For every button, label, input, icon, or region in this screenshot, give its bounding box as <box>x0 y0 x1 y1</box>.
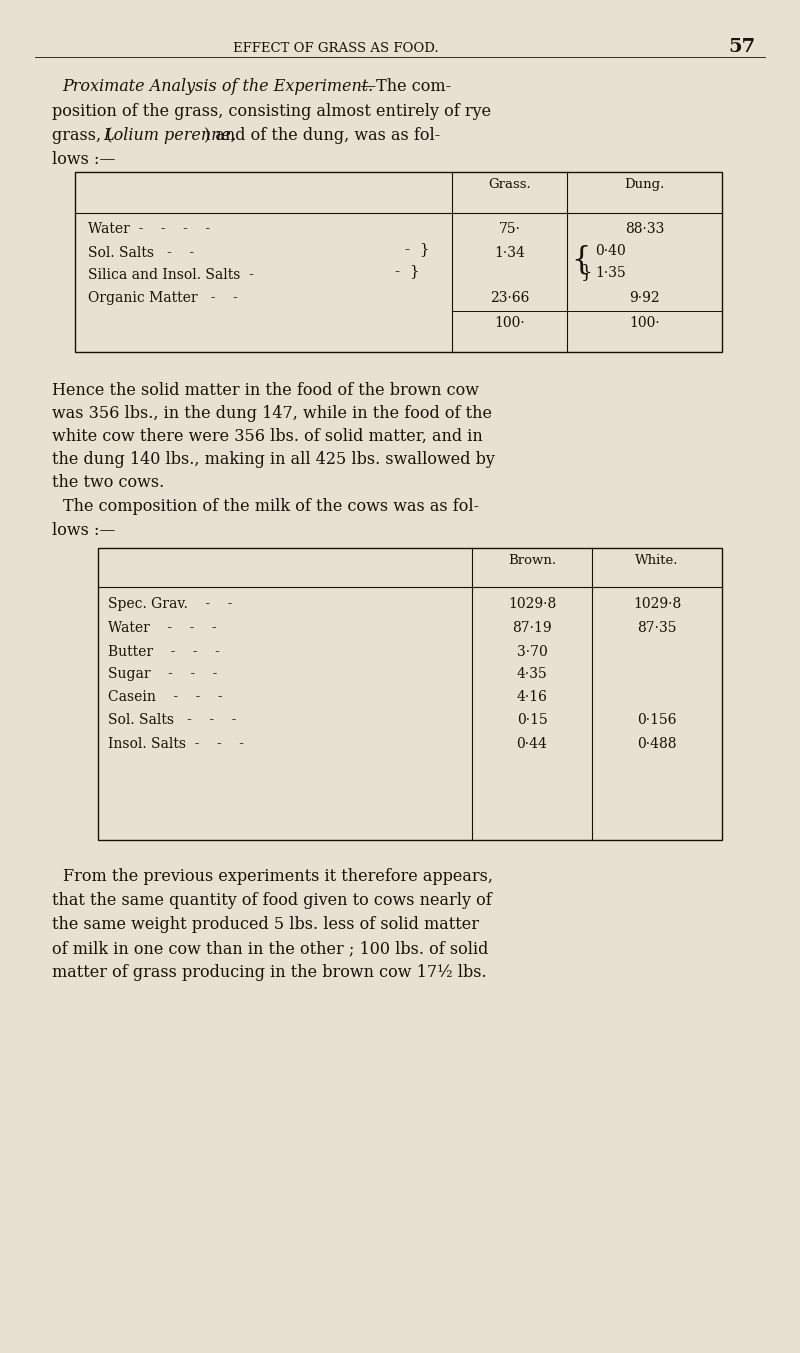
Text: that the same quantity of food given to cows nearly of: that the same quantity of food given to … <box>52 892 492 909</box>
Text: Water  -    -    -    -: Water - - - - <box>88 222 210 235</box>
Text: Silica and Insol. Salts  -: Silica and Insol. Salts - <box>88 268 254 281</box>
Text: 87·35: 87·35 <box>638 621 677 635</box>
Text: 3·70: 3·70 <box>517 645 547 659</box>
Text: Proximate Analysis of the Experiment.: Proximate Analysis of the Experiment. <box>62 78 374 95</box>
Text: lows :—: lows :— <box>52 152 115 168</box>
Text: Insol. Salts  -    -    -: Insol. Salts - - - <box>108 737 244 751</box>
Text: 1029·8: 1029·8 <box>633 597 681 612</box>
Text: 88·33: 88·33 <box>625 222 664 235</box>
Text: 87·19: 87·19 <box>512 621 552 635</box>
Text: the dung 140 lbs., making in all 425 lbs. swallowed by: the dung 140 lbs., making in all 425 lbs… <box>52 451 495 468</box>
Text: Dung.: Dung. <box>624 179 665 191</box>
Text: was 356 lbs., in the dung 147, while in the food of the: was 356 lbs., in the dung 147, while in … <box>52 405 492 422</box>
Text: 1·34: 1·34 <box>494 246 525 260</box>
Text: 1029·8: 1029·8 <box>508 597 556 612</box>
Text: 0·488: 0·488 <box>638 737 677 751</box>
Text: 0·40: 0·40 <box>595 244 626 258</box>
Text: 75·: 75· <box>498 222 521 235</box>
Text: matter of grass producing in the brown cow 17½ lbs.: matter of grass producing in the brown c… <box>52 963 486 981</box>
Text: 0·44: 0·44 <box>517 737 547 751</box>
Text: }: } <box>581 262 593 281</box>
Text: Spec. Grav.    -    -: Spec. Grav. - - <box>108 597 232 612</box>
Text: 100·: 100· <box>629 317 660 330</box>
Text: 57: 57 <box>728 38 755 55</box>
Text: Sol. Salts   -    -    -: Sol. Salts - - - <box>108 713 236 727</box>
Text: Water    -    -    -: Water - - - <box>108 621 217 635</box>
Bar <box>98 548 722 840</box>
Text: The composition of the milk of the cows was as fol-: The composition of the milk of the cows … <box>63 498 479 515</box>
Bar <box>75 172 722 352</box>
Text: the two cows.: the two cows. <box>52 474 164 491</box>
Text: grass, (: grass, ( <box>52 127 113 143</box>
Text: position of the grass, consisting almost entirely of rye: position of the grass, consisting almost… <box>52 103 491 120</box>
Text: -  }: - } <box>405 242 430 256</box>
Text: 23·66: 23·66 <box>490 291 529 304</box>
Text: 1·35: 1·35 <box>595 267 626 280</box>
Text: —The com-: —The com- <box>360 78 451 95</box>
Text: Lolium perenne,: Lolium perenne, <box>103 127 236 143</box>
Text: {: { <box>571 244 590 275</box>
Text: White.: White. <box>635 553 678 567</box>
Text: Organic Matter   -    -: Organic Matter - - <box>88 291 238 304</box>
Text: 4·35: 4·35 <box>517 667 547 681</box>
Text: EFFECT OF GRASS AS FOOD.: EFFECT OF GRASS AS FOOD. <box>233 42 439 55</box>
Text: 0·15: 0·15 <box>517 713 547 727</box>
Text: Hence the solid matter in the food of the brown cow: Hence the solid matter in the food of th… <box>52 382 479 399</box>
Text: Casein    -    -    -: Casein - - - <box>108 690 222 704</box>
Text: 4·16: 4·16 <box>517 690 547 704</box>
Text: of milk in one cow than in the other ; 100 lbs. of solid: of milk in one cow than in the other ; 1… <box>52 940 488 957</box>
Text: From the previous experiments it therefore appears,: From the previous experiments it therefo… <box>63 869 493 885</box>
Text: Sugar    -    -    -: Sugar - - - <box>108 667 218 681</box>
Text: -  }: - } <box>395 264 420 277</box>
Text: 9·92: 9·92 <box>629 291 660 304</box>
Text: Grass.: Grass. <box>488 179 531 191</box>
Text: Brown.: Brown. <box>508 553 556 567</box>
Text: lows :—: lows :— <box>52 522 115 538</box>
Text: 100·: 100· <box>494 317 525 330</box>
Text: 0·156: 0·156 <box>638 713 677 727</box>
Text: Butter    -    -    -: Butter - - - <box>108 645 220 659</box>
Text: Sol. Salts   -    -: Sol. Salts - - <box>88 246 194 260</box>
Text: the same weight produced 5 lbs. less of solid matter: the same weight produced 5 lbs. less of … <box>52 916 479 934</box>
Text: ) and of the dung, was as fol-: ) and of the dung, was as fol- <box>204 127 440 143</box>
Text: white cow there were 356 lbs. of solid matter, and in: white cow there were 356 lbs. of solid m… <box>52 428 482 445</box>
